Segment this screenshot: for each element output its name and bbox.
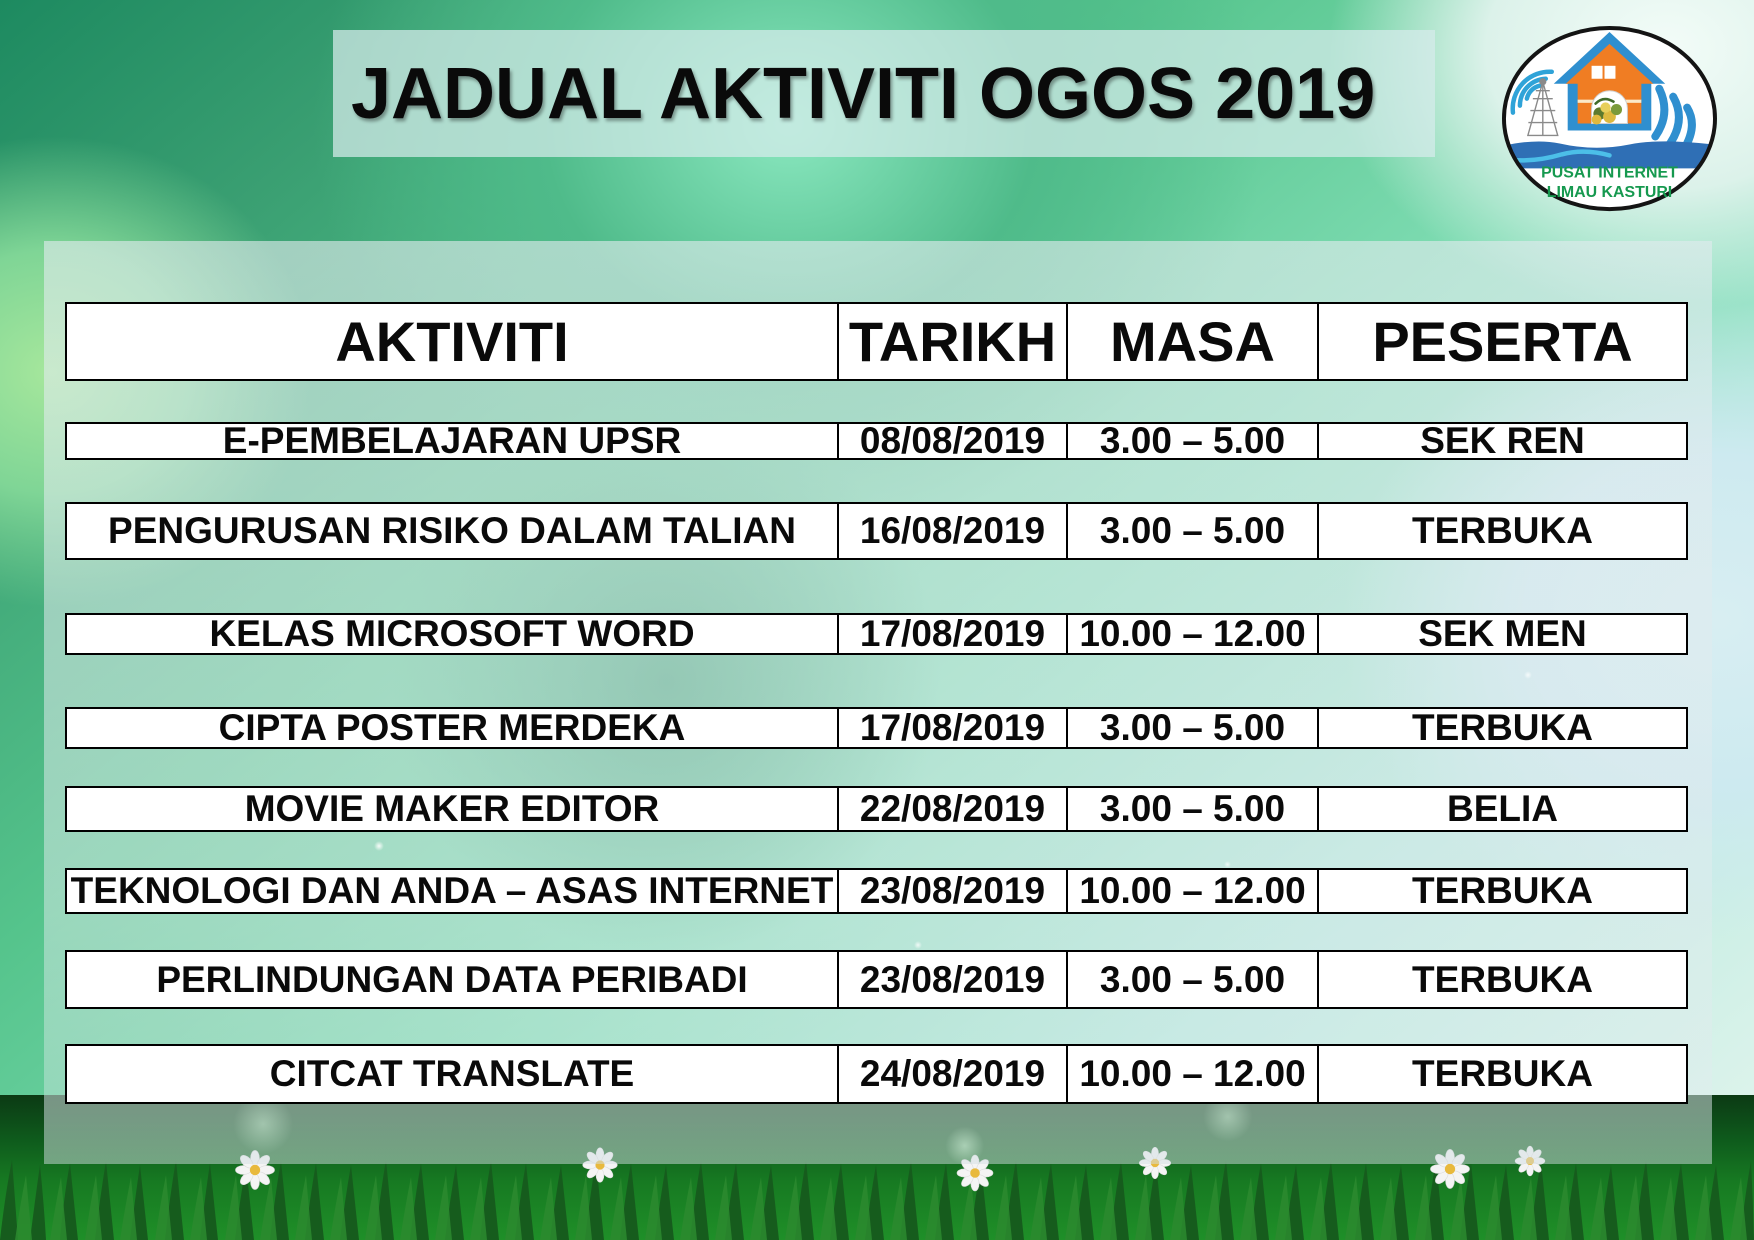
svg-text:LIMAU KASTURI: LIMAU KASTURI xyxy=(1547,184,1672,201)
svg-text:PUSAT INTERNET: PUSAT INTERNET xyxy=(1541,164,1678,181)
